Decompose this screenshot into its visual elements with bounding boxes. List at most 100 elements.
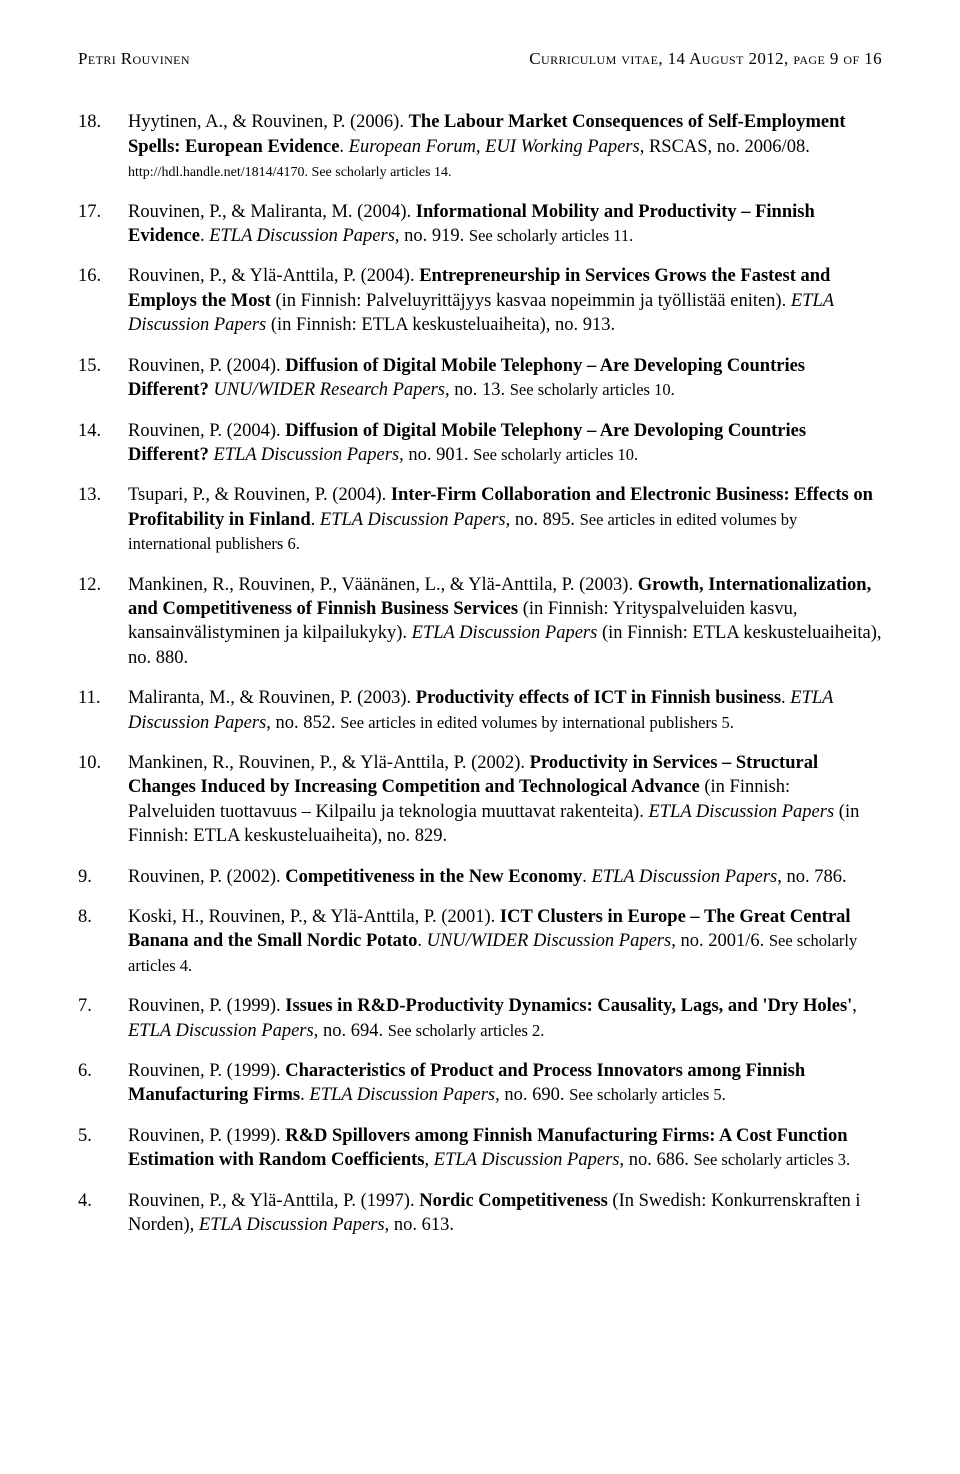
entry-journal: ETLA Discussion Papers: [128, 1021, 314, 1041]
entry-text: ,: [852, 996, 857, 1016]
entry-number: 13.: [78, 483, 128, 556]
entry-text: Mankinen, R., Rouvinen, P., & Ylä-Anttil…: [128, 753, 530, 773]
entry-body: Rouvinen, P. (2004). Diffusion of Digita…: [128, 354, 882, 403]
entry-journal: ETLA Discussion Papers: [434, 1150, 620, 1170]
header-title: Curriculum vitae, 14 August 2012, page: [529, 49, 830, 68]
entry-text: .: [417, 931, 426, 951]
entry-text: , RSCAS, no. 2006/08.: [640, 137, 810, 157]
entry-text: Hyytinen, A., & Rouvinen, P. (2006).: [128, 112, 409, 132]
entry-journal: ETLA Discussion Papers: [199, 1215, 385, 1235]
entry-title: Issues in R&D-Productivity Dynamics: Cau…: [285, 996, 852, 1016]
entry-note: See scholarly articles 3.: [693, 1150, 850, 1169]
entry-text: Rouvinen, P. (2004).: [128, 421, 285, 441]
entry-text: Rouvinen, P., & Ylä-Anttila, P. (2004).: [128, 266, 419, 286]
entry-body: Rouvinen, P., & Ylä-Anttila, P. (1997). …: [128, 1189, 882, 1238]
entry-text: , no. 786.: [777, 867, 846, 887]
header-page: 9 of 16: [830, 49, 882, 68]
entry-text: Rouvinen, P. (1999).: [128, 1126, 285, 1146]
reference-entry: 11.Maliranta, M., & Rouvinen, P. (2003).…: [78, 686, 882, 735]
entry-body: Rouvinen, P. (2004). Diffusion of Digita…: [128, 419, 882, 468]
entry-body: Rouvinen, P. (1999). Issues in R&D-Produ…: [128, 994, 882, 1043]
entry-note: See scholarly articles 2.: [388, 1021, 545, 1040]
entry-journal: ETLA Discussion Papers: [309, 1085, 495, 1105]
entry-journal: ETLA Discussion Papers: [592, 867, 778, 887]
entry-number: 8.: [78, 905, 128, 978]
entry-text: Rouvinen, P. (2002).: [128, 867, 285, 887]
reference-entry: 13.Tsupari, P., & Rouvinen, P. (2004). I…: [78, 483, 882, 556]
reference-entry: 9.Rouvinen, P. (2002). Competitiveness i…: [78, 865, 882, 889]
entry-journal: ETLA Discussion Papers: [213, 445, 399, 465]
entry-text: .: [781, 688, 790, 708]
header-author: Petri Rouvinen: [78, 48, 190, 70]
entry-journal: European Forum, EUI Working Papers: [349, 137, 640, 157]
entry-number: 18.: [78, 110, 128, 183]
entry-body: Rouvinen, P. (2002). Competitiveness in …: [128, 865, 882, 889]
entry-number: 10.: [78, 751, 128, 849]
entry-body: Tsupari, P., & Rouvinen, P. (2004). Inte…: [128, 483, 882, 556]
entry-title: Productivity effects of ICT in Finnish b…: [416, 688, 781, 708]
entry-number: 9.: [78, 865, 128, 889]
entry-number: 7.: [78, 994, 128, 1043]
entry-text: Tsupari, P., & Rouvinen, P. (2004).: [128, 485, 391, 505]
entry-text: Rouvinen, P., & Ylä-Anttila, P. (1997).: [128, 1191, 419, 1211]
entry-text: , no. 901.: [399, 445, 473, 465]
entry-note: See scholarly articles 11.: [469, 226, 633, 245]
reference-entry: 7.Rouvinen, P. (1999). Issues in R&D-Pro…: [78, 994, 882, 1043]
entry-text: , no. 690.: [495, 1085, 569, 1105]
entry-text: Rouvinen, P., & Maliranta, M. (2004).: [128, 202, 416, 222]
entry-text: Mankinen, R., Rouvinen, P., Väänänen, L.…: [128, 575, 638, 595]
entry-text: , no. 686.: [619, 1150, 693, 1170]
entry-text: , no. 13.: [445, 380, 510, 400]
entry-number: 4.: [78, 1189, 128, 1238]
entry-text: Rouvinen, P. (2004).: [128, 356, 285, 376]
entry-text: (in Finnish: Palveluyrittäjyys kasvaa no…: [271, 291, 791, 311]
entry-number: 15.: [78, 354, 128, 403]
entry-number: 11.: [78, 686, 128, 735]
reference-entry: 8.Koski, H., Rouvinen, P., & Ylä-Anttila…: [78, 905, 882, 978]
entry-journal: UNU/WIDER Research Papers: [213, 380, 445, 400]
entry-journal: ETLA Discussion Papers: [648, 802, 834, 822]
entry-body: Rouvinen, P. (1999). R&D Spillovers amon…: [128, 1124, 882, 1173]
reference-entry: 12.Mankinen, R., Rouvinen, P., Väänänen,…: [78, 573, 882, 671]
page-header: Petri Rouvinen Curriculum vitae, 14 Augu…: [78, 48, 882, 70]
entry-number: 12.: [78, 573, 128, 671]
entry-text: , no. 852.: [266, 713, 340, 733]
entry-number: 17.: [78, 200, 128, 249]
entry-body: Rouvinen, P., & Ylä-Anttila, P. (2004). …: [128, 264, 882, 337]
entry-text: ,: [425, 1150, 434, 1170]
entry-body: Rouvinen, P., & Maliranta, M. (2004). In…: [128, 200, 882, 249]
entry-text: .: [311, 510, 320, 530]
entry-body: Maliranta, M., & Rouvinen, P. (2003). Pr…: [128, 686, 882, 735]
reference-entry: 15.Rouvinen, P. (2004). Diffusion of Dig…: [78, 354, 882, 403]
entry-text: Maliranta, M., & Rouvinen, P. (2003).: [128, 688, 416, 708]
entry-text: , no. 694.: [314, 1021, 388, 1041]
entry-body: Hyytinen, A., & Rouvinen, P. (2006). The…: [128, 110, 882, 183]
entry-title: Competitiveness in the New Economy: [285, 867, 582, 887]
entry-number: 14.: [78, 419, 128, 468]
entry-title: Nordic Competitiveness: [419, 1191, 608, 1211]
entry-text: Rouvinen, P. (1999).: [128, 996, 285, 1016]
reference-entry: 5.Rouvinen, P. (1999). R&D Spillovers am…: [78, 1124, 882, 1173]
cv-page: Petri Rouvinen Curriculum vitae, 14 Augu…: [0, 0, 960, 1474]
entry-text: .: [582, 867, 591, 887]
entry-text: .: [339, 137, 348, 157]
entry-body: Mankinen, R., Rouvinen, P., & Ylä-Anttil…: [128, 751, 882, 849]
entry-text: (in Finnish: ETLA keskusteluaiheita), no…: [266, 315, 615, 335]
entry-note: See scholarly articles 5.: [569, 1085, 726, 1104]
reference-entry: 18.Hyytinen, A., & Rouvinen, P. (2006). …: [78, 110, 882, 183]
entry-url-note: http://hdl.handle.net/1814/4170. See sch…: [128, 165, 452, 180]
entry-journal: ETLA Discussion Papers: [412, 623, 598, 643]
entry-text: , no. 895.: [506, 510, 580, 530]
entry-text: Rouvinen, P. (1999).: [128, 1061, 285, 1081]
reference-entry: 16.Rouvinen, P., & Ylä-Anttila, P. (2004…: [78, 264, 882, 337]
entry-body: Koski, H., Rouvinen, P., & Ylä-Anttila, …: [128, 905, 882, 978]
entry-journal: ETLA Discussion Papers: [209, 226, 395, 246]
entry-journal: ETLA Discussion Papers: [320, 510, 506, 530]
entry-text: , no. 2001/6.: [671, 931, 769, 951]
reference-entry: 17.Rouvinen, P., & Maliranta, M. (2004).…: [78, 200, 882, 249]
entry-text: , no. 613.: [385, 1215, 454, 1235]
entry-note: See articles in edited volumes by intern…: [340, 713, 734, 732]
entry-text: , no. 919.: [395, 226, 469, 246]
reference-list: 18.Hyytinen, A., & Rouvinen, P. (2006). …: [78, 110, 882, 1237]
entry-text: .: [300, 1085, 309, 1105]
